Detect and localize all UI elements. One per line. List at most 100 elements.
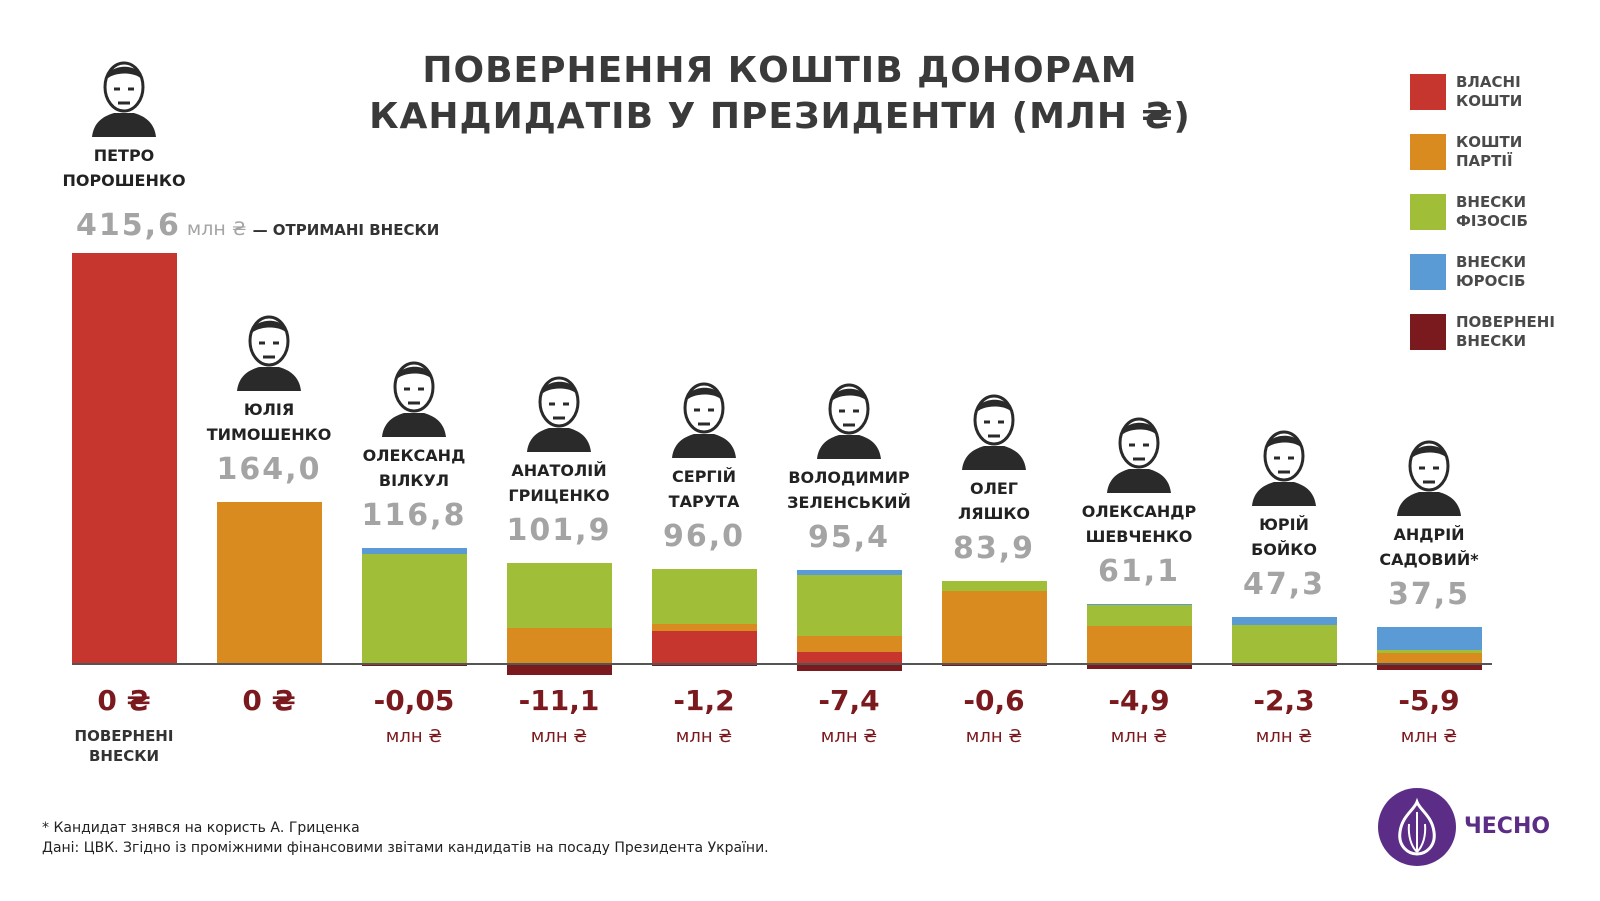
name-line: ЗЕЛЕНСЬКИЙ [787, 492, 911, 512]
bar-segment [651, 631, 757, 664]
name-line: ОЛЕГ [969, 478, 1018, 498]
returned-unit: млн ₴ [820, 726, 878, 747]
legend-item: ВНЕСКИ ЮРОСІБ [1410, 242, 1576, 302]
candidate-portrait-icon [227, 305, 311, 395]
total-unit: млн ₴ [186, 218, 247, 240]
total-label: 47,3 [1242, 567, 1326, 603]
name-line: ТИМОШЕНКО [206, 424, 332, 444]
returned-segment [1086, 664, 1192, 669]
returned-segment [796, 664, 902, 672]
bar-segment [216, 501, 322, 664]
bar-segment [1086, 603, 1192, 605]
bar-segment [1231, 617, 1337, 626]
legend: ВЛАСНІ КОШТИ КОШТИ ПАРТІЇ ВНЕСКИ ФІЗОСІБ ВН… [1410, 62, 1576, 362]
total-label: 101,9 [506, 513, 612, 549]
returned-value: -0,05 [373, 684, 455, 717]
returned-value: -5,9 [1398, 684, 1460, 717]
candidate-portrait-icon [807, 373, 891, 463]
name-line: ТАРУТА [668, 491, 740, 511]
candidate-name: ОЛЕКСАНДР ШЕВЧЕНКО [1054, 499, 1224, 549]
total-label: 61,1 [1097, 553, 1181, 589]
bar-segment [651, 624, 757, 632]
legend-item: КОШТИ ПАРТІЇ [1410, 122, 1576, 182]
returned-unit: млн ₴ [1255, 726, 1313, 747]
candidate-name: СЕРГІЙ ТАРУТА [619, 464, 789, 514]
name-line: ОЛЕКСАНД [362, 446, 466, 466]
candidate-name: ОЛЕКСАНД ВІЛКУЛ [329, 443, 499, 493]
name-line: АНАТОЛІЙ [511, 461, 607, 481]
candidate-portrait-icon [662, 372, 746, 462]
returned-segment [361, 664, 467, 666]
bar-segment [796, 652, 902, 664]
candidate-name: ПЕТРО ПОРОШЕНКО [39, 143, 209, 193]
bar-segment [1086, 626, 1192, 664]
returned-segment [1231, 664, 1337, 667]
title-line-1: ПОВЕРНЕННЯ КОШТІВ ДОНОРАМ [422, 50, 1138, 91]
returned-caption: ПОВЕРНЕНІ ВНЕСКИ [74, 727, 174, 765]
bar-segment [1376, 652, 1482, 663]
returned-value: -1,2 [673, 684, 735, 717]
returned-value: 0 ₴ [242, 684, 296, 717]
bar-segment [1086, 604, 1192, 627]
legend-label: ПОВЕРНЕНІ ВНЕСКИ [1456, 313, 1555, 350]
chesno-logo-icon [1378, 788, 1456, 866]
total-label: 116,8 [361, 498, 467, 534]
bar-segment [796, 569, 902, 576]
footnote-source: Дані: ЦВК. Згідно із проміжними фінансов… [42, 840, 769, 856]
total-label: 164,0 [216, 451, 322, 487]
returned-value: -4,9 [1108, 684, 1170, 717]
footnote-withdrawn: * Кандидат знявся на користь А. Гриценка [42, 820, 360, 836]
logo-text: ЧЕСНО [1464, 814, 1551, 839]
candidate-portrait-icon [952, 384, 1036, 474]
total-value: 415,6 [76, 208, 181, 243]
legend-item: ПОВЕРНЕНІ ВНЕСКИ [1410, 302, 1576, 362]
total-label: 415,6 млн ₴ — ОТРИМАНІ ВНЕСКИ [76, 208, 439, 243]
legend-item: ВНЕСКИ ФІЗОСІБ [1410, 182, 1576, 242]
name-line: ЛЯШКО [957, 503, 1031, 523]
candidate-name: ЮРІЙ БОЙКО [1199, 512, 1369, 562]
chart-title: ПОВЕРНЕННЯ КОШТІВ ДОНОРАМ КАНДИДАТІВ У П… [330, 48, 1230, 140]
returned-unit: млн ₴ [1110, 726, 1168, 747]
legend-item: ВЛАСНІ КОШТИ [1410, 62, 1576, 122]
returned-segment [1376, 664, 1482, 670]
legend-label: ВНЕСКИ ФІЗОСІБ [1456, 193, 1528, 230]
name-line: ВІЛКУЛ [378, 471, 450, 491]
candidate-portrait-icon [1387, 430, 1471, 520]
legend-label: КОШТИ ПАРТІЇ [1456, 133, 1523, 170]
candidate-name: ЮЛІЯ ТИМОШЕНКО [184, 397, 354, 447]
candidate-name: ОЛЕГ ЛЯШКО [909, 476, 1079, 526]
candidate-portrait-icon [1242, 420, 1326, 510]
returned-unit: млн ₴ [1400, 726, 1458, 747]
candidate-portrait-icon [517, 366, 601, 456]
returned-value: 0 ₴ [97, 684, 151, 717]
returned-segment [651, 664, 757, 666]
total-label: 96,0 [662, 518, 746, 554]
returned-value: -0,6 [963, 684, 1025, 717]
legend-swatch [1410, 254, 1446, 290]
name-line: СЕРГІЙ [672, 466, 736, 486]
bar-segment [506, 563, 612, 629]
baseline [72, 663, 1492, 665]
bar-segment [651, 568, 757, 625]
name-line: АНДРІЙ [1393, 524, 1465, 544]
bar-segment [1376, 649, 1482, 653]
name-line: ОЛЕКСАНДР [1081, 501, 1197, 521]
candidate-portrait-icon [372, 351, 456, 441]
name-line: БОЙКО [1251, 540, 1317, 560]
returned-unit: млн ₴ [965, 726, 1023, 747]
total-label: 37,5 [1387, 576, 1471, 612]
bar-segment [1231, 625, 1337, 664]
legend-label: ВЛАСНІ КОШТИ [1456, 73, 1523, 110]
bar-segment [796, 636, 902, 653]
legend-swatch [1410, 194, 1446, 230]
returned-unit: млн ₴ [530, 726, 588, 747]
candidate-portrait-icon [82, 51, 166, 141]
candidate-name: АНАТОЛІЙ ГРИЦЕНКО [474, 458, 644, 508]
name-line: САДОВИЙ* [1379, 549, 1479, 569]
bar-segment [796, 575, 902, 637]
title-line-2: КАНДИДАТІВ У ПРЕЗИДЕНТИ (МЛН ₴) [369, 96, 1191, 137]
bar-segment [71, 252, 177, 664]
bar-segment [506, 628, 612, 664]
bar-segment [941, 580, 1047, 591]
